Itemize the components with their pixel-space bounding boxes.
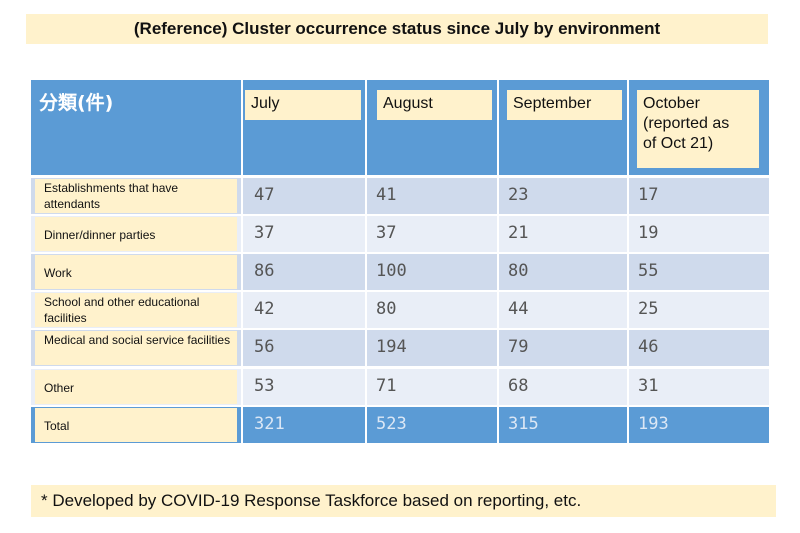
column-divider bbox=[241, 80, 243, 445]
cell-october: 46 bbox=[638, 337, 659, 357]
cell-july: 53 bbox=[254, 376, 275, 396]
cell-october: 193 bbox=[638, 414, 669, 434]
cell-july: 37 bbox=[254, 223, 275, 243]
cell-august: 523 bbox=[376, 414, 407, 434]
cell-september: 21 bbox=[508, 223, 529, 243]
row-label: Total bbox=[35, 408, 237, 442]
cell-september: 79 bbox=[508, 337, 529, 357]
page-title: (Reference) Cluster occurrence status si… bbox=[26, 14, 768, 44]
footnote: * Developed by COVID-19 Response Taskfor… bbox=[31, 485, 776, 517]
table-row: Dinner/dinner parties 37 37 21 19 bbox=[31, 216, 769, 252]
category-header: 分類(件) bbox=[39, 92, 114, 114]
table-row: Establishments that have attendants 47 4… bbox=[31, 178, 769, 214]
cell-july: 42 bbox=[254, 299, 275, 319]
cell-october: 25 bbox=[638, 299, 659, 319]
column-divider bbox=[497, 80, 499, 445]
title-text: (Reference) Cluster occurrence status si… bbox=[133, 19, 661, 38]
cell-october: 55 bbox=[638, 261, 659, 281]
column-divider bbox=[365, 80, 367, 445]
cell-july: 47 bbox=[254, 185, 275, 205]
footnote-text: * Developed by COVID-19 Response Taskfor… bbox=[41, 491, 582, 510]
cell-october: 17 bbox=[638, 185, 659, 205]
column-divider bbox=[627, 80, 629, 445]
row-label: Other bbox=[35, 370, 237, 404]
cell-august: 100 bbox=[376, 261, 407, 281]
cell-august: 71 bbox=[376, 376, 397, 396]
row-label: Medical and social service facilities bbox=[35, 331, 237, 365]
month-header-september: September bbox=[507, 90, 622, 120]
row-label: Dinner/dinner parties bbox=[35, 217, 237, 251]
cell-september: 44 bbox=[508, 299, 529, 319]
table-row: School and other educational facilities … bbox=[31, 292, 769, 328]
cell-september: 68 bbox=[508, 376, 529, 396]
table-header-row: 分類(件) July August September October (rep… bbox=[31, 80, 769, 175]
cluster-table: 分類(件) July August September October (rep… bbox=[31, 80, 769, 445]
cell-august: 80 bbox=[376, 299, 397, 319]
month-header-august: August bbox=[377, 90, 492, 120]
cell-august: 37 bbox=[376, 223, 397, 243]
row-label: School and other educational facilities bbox=[35, 293, 237, 327]
cell-july: 321 bbox=[254, 414, 285, 434]
total-row: Total 321 523 315 193 bbox=[31, 407, 769, 443]
cell-august: 194 bbox=[376, 337, 407, 357]
row-label: Work bbox=[35, 255, 237, 289]
cell-october: 19 bbox=[638, 223, 659, 243]
row-label: Establishments that have attendants bbox=[35, 179, 237, 213]
table-row: Other 53 71 68 31 bbox=[31, 369, 769, 405]
table-row: Medical and social service facilities 56… bbox=[31, 330, 769, 366]
cell-july: 86 bbox=[254, 261, 275, 281]
month-header-october: October (reported as of Oct 21) bbox=[637, 90, 759, 168]
month-header-july: July bbox=[245, 90, 361, 120]
cell-july: 56 bbox=[254, 337, 275, 357]
cell-august: 41 bbox=[376, 185, 397, 205]
cell-september: 80 bbox=[508, 261, 529, 281]
cell-october: 31 bbox=[638, 376, 659, 396]
cell-september: 23 bbox=[508, 185, 529, 205]
table-row: Work 86 100 80 55 bbox=[31, 254, 769, 290]
cell-september: 315 bbox=[508, 414, 539, 434]
